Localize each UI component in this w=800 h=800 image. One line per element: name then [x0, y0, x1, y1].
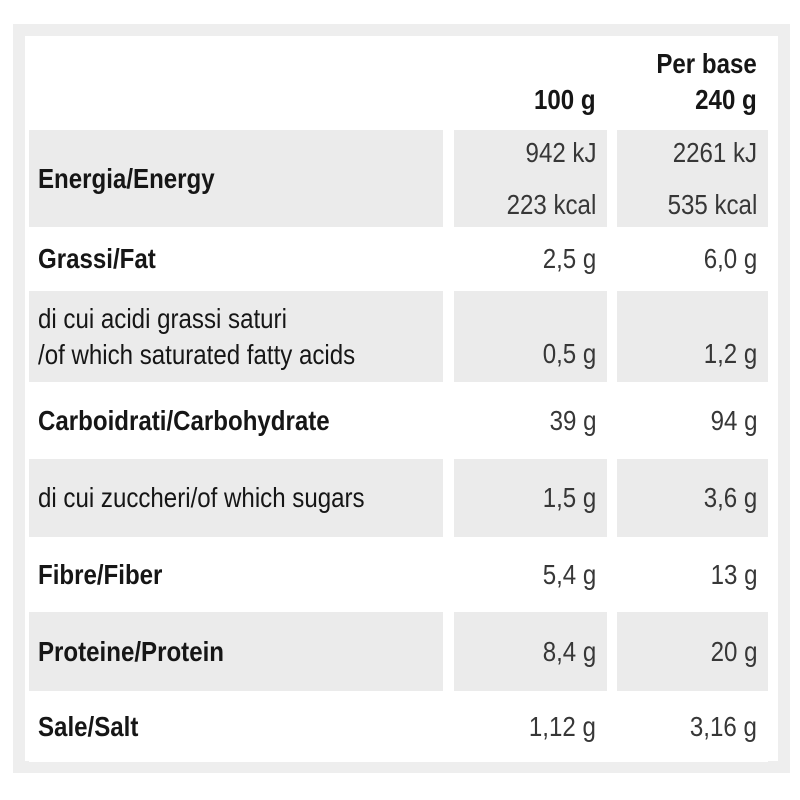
value-cell-per-100g: 0,5 g [454, 291, 607, 382]
value: 1,5 g [542, 482, 596, 514]
value-cell-per-base: 1,2 g [617, 291, 768, 382]
per-base-header-line2: 240 g [695, 84, 757, 116]
table-row-energy: Energia/Energy 942 kJ 223 kcal 2261 kJ 5… [29, 130, 768, 227]
value: 39 g [549, 404, 596, 436]
value: 2,5 g [542, 243, 596, 275]
column-gap [607, 382, 617, 459]
nutrient-label-cell: Energia/Energy [29, 130, 443, 227]
nutrient-label-cell: Grassi/Fat [29, 227, 443, 291]
nutrient-label: di cui acidi grassi saturi /of which sat… [38, 301, 355, 373]
value-cell-per-base: 3,6 g [617, 459, 768, 537]
value-cell-per-100g: 5,4 g [454, 537, 607, 612]
value-cell-per-base: 94 g [617, 382, 768, 459]
column-header-per-100g: 100 g [454, 36, 607, 130]
value-cell-per-base: 20 g [617, 612, 768, 691]
value: 1,12 g [529, 710, 596, 742]
column-gap [607, 537, 617, 612]
value-cell-per-100g: 8,4 g [454, 612, 607, 691]
column-gap [443, 459, 454, 537]
value-cell-per-base: 6,0 g [617, 227, 768, 291]
nutrient-label-cell: Proteine/Protein [29, 612, 443, 691]
column-gap [607, 291, 617, 382]
nutrient-label-line2: /of which saturated fatty acids [38, 338, 356, 370]
value: 3,6 g [703, 482, 757, 514]
column-gap [607, 459, 617, 537]
column-gap [443, 691, 454, 762]
value-kj: 2261 kJ [672, 136, 757, 168]
value: 0,5 g [542, 338, 596, 370]
nutrient-label: Carboidrati/Carbohydrate [38, 404, 330, 436]
column-gap [607, 227, 617, 291]
value-cell-per-base: 2261 kJ 535 kcal [617, 130, 768, 227]
table-row-fiber: Fibre/Fiber 5,4 g 13 g [29, 537, 768, 612]
nutrient-label: Energia/Energy [38, 162, 215, 194]
nutrient-label: Proteine/Protein [38, 635, 224, 667]
value: 13 g [710, 558, 757, 590]
column-header-per-base: Per base 240 g [617, 36, 768, 130]
value: 8,4 g [542, 635, 596, 667]
nutrient-label-cell: Fibre/Fiber [29, 537, 443, 612]
value-kcal: 535 kcal [667, 188, 757, 220]
nutrient-label-line1: di cui acidi grassi saturi [38, 302, 287, 334]
value: 1,2 g [703, 338, 757, 370]
nutrient-label: Sale/Salt [38, 710, 139, 742]
column-gap [443, 130, 454, 227]
nutrient-label: Fibre/Fiber [38, 558, 163, 590]
nutrition-table-frame: 100 g Per base 240 g Energia/Energy 942 … [13, 24, 790, 773]
nutrient-label: Grassi/Fat [38, 243, 156, 275]
per-base-header-line1: Per base [656, 48, 757, 80]
table-header-row: 100 g Per base 240 g [29, 36, 768, 130]
nutrient-label-cell: Carboidrati/Carbohydrate [29, 382, 443, 459]
value: 3,16 g [690, 710, 757, 742]
value: 5,4 g [542, 558, 596, 590]
value: 94 g [710, 404, 757, 436]
header-empty-cell [29, 36, 443, 130]
column-gap [443, 612, 454, 691]
nutrient-label: di cui zuccheri/of which sugars [38, 482, 365, 514]
column-gap [607, 612, 617, 691]
table-row-fat: Grassi/Fat 2,5 g 6,0 g [29, 227, 768, 291]
column-gap [443, 291, 454, 382]
column-gap [443, 537, 454, 612]
table-row-carbohydrate: Carboidrati/Carbohydrate 39 g 94 g [29, 382, 768, 459]
column-gap [607, 36, 617, 130]
column-gap [443, 382, 454, 459]
column-gap [607, 691, 617, 762]
per-base-header-label: Per base 240 g [657, 46, 757, 118]
value-cell-per-100g: 1,12 g [454, 691, 607, 762]
column-gap [607, 130, 617, 227]
value-cell-per-100g: 39 g [454, 382, 607, 459]
table-row-saturated-fat: di cui acidi grassi saturi /of which sat… [29, 291, 768, 382]
column-gap [443, 227, 454, 291]
value: 6,0 g [703, 243, 757, 275]
value-cell-per-base: 3,16 g [617, 691, 768, 762]
value-kcal: 223 kcal [506, 188, 596, 220]
column-gap [443, 36, 454, 130]
value-kj: 942 kJ [525, 136, 596, 168]
value-cell-per-100g: 1,5 g [454, 459, 607, 537]
nutrient-label-cell: di cui acidi grassi saturi /of which sat… [29, 291, 443, 382]
table-row-salt: Sale/Salt 1,12 g 3,16 g [29, 691, 768, 762]
value: 20 g [710, 635, 757, 667]
per-100g-header-label: 100 g [534, 84, 596, 116]
table-row-sugars: di cui zuccheri/of which sugars 1,5 g 3,… [29, 459, 768, 537]
value-cell-per-100g: 942 kJ 223 kcal [454, 130, 607, 227]
value-cell-per-100g: 2,5 g [454, 227, 607, 291]
nutrient-label-cell: di cui zuccheri/of which sugars [29, 459, 443, 537]
value-cell-per-base: 13 g [617, 537, 768, 612]
table-row-protein: Proteine/Protein 8,4 g 20 g [29, 612, 768, 691]
nutrition-table: 100 g Per base 240 g Energia/Energy 942 … [29, 36, 768, 762]
nutrient-label-cell: Sale/Salt [29, 691, 443, 762]
